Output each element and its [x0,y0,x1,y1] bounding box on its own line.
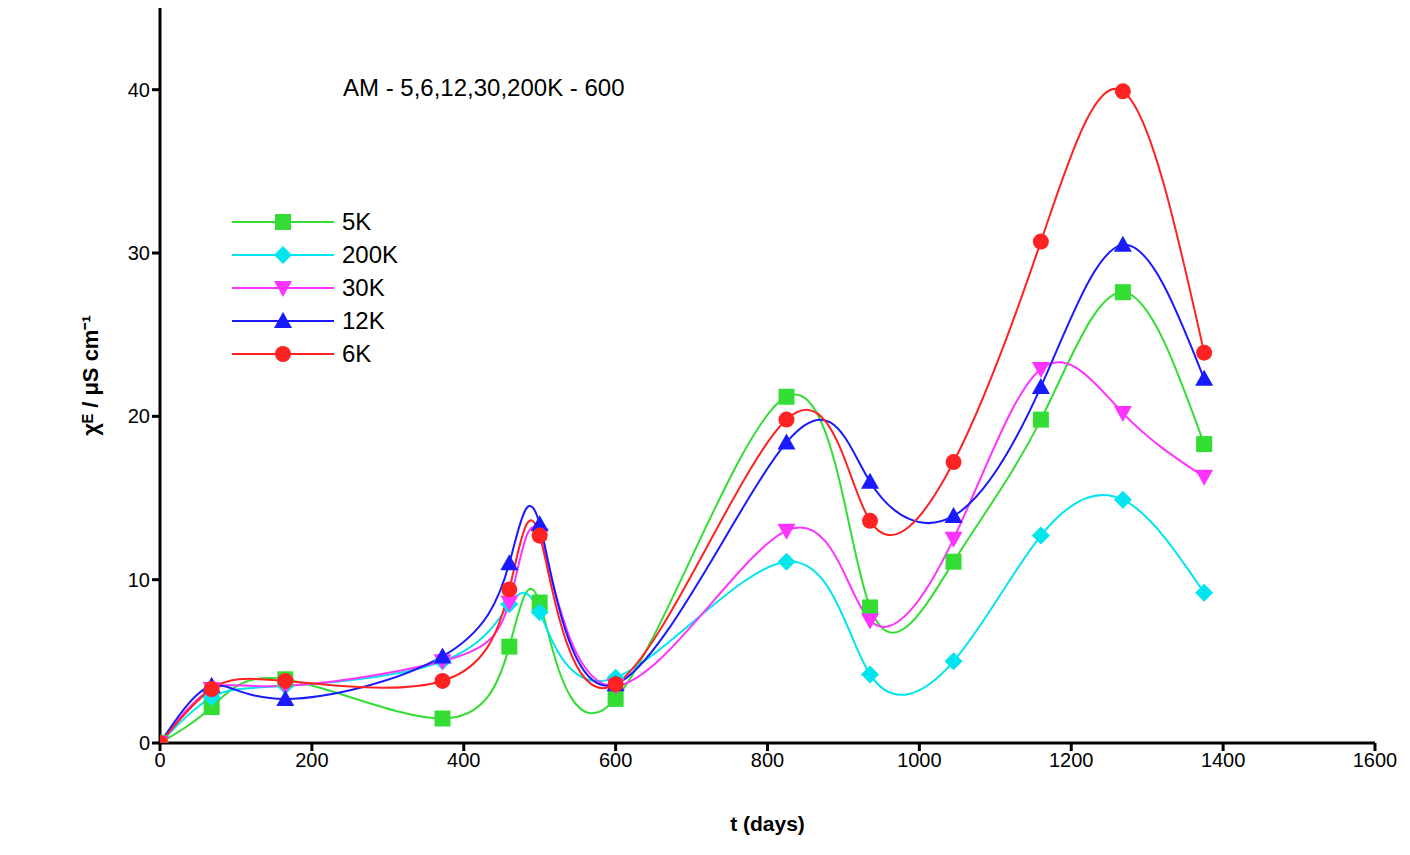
svg-text:1400: 1400 [1201,749,1246,771]
html-text:6K: 6K [342,339,372,367]
svg-text:20: 20 [128,405,150,427]
svg-text:40: 40 [128,79,150,101]
svg-text:1200: 1200 [1049,749,1094,771]
svg-text:1600: 1600 [1353,749,1398,771]
svg-text:χᴱ / μS cm⁻¹: χᴱ / μS cm⁻¹ [78,315,103,436]
svg-text:0: 0 [154,749,165,771]
svg-text:30: 30 [128,242,150,264]
svg-text:t (days): t (days) [730,812,805,835]
html-text:AM - 5,6,12,30,200K - 600: AM - 5,6,12,30,200K - 600 [343,74,625,101]
html-text:12K: 12K [342,306,385,334]
html-text:200K: 200K [342,240,399,268]
svg-text:600: 600 [599,749,632,771]
svg-text:200: 200 [295,749,328,771]
html-text:5K: 5K [342,207,372,235]
svg-text:1000: 1000 [897,749,942,771]
svg-text:0: 0 [139,732,150,754]
svg-text:800: 800 [751,749,784,771]
html-text:30K: 30K [342,273,385,301]
svg-text:400: 400 [447,749,480,771]
svg-text:10: 10 [128,569,150,591]
